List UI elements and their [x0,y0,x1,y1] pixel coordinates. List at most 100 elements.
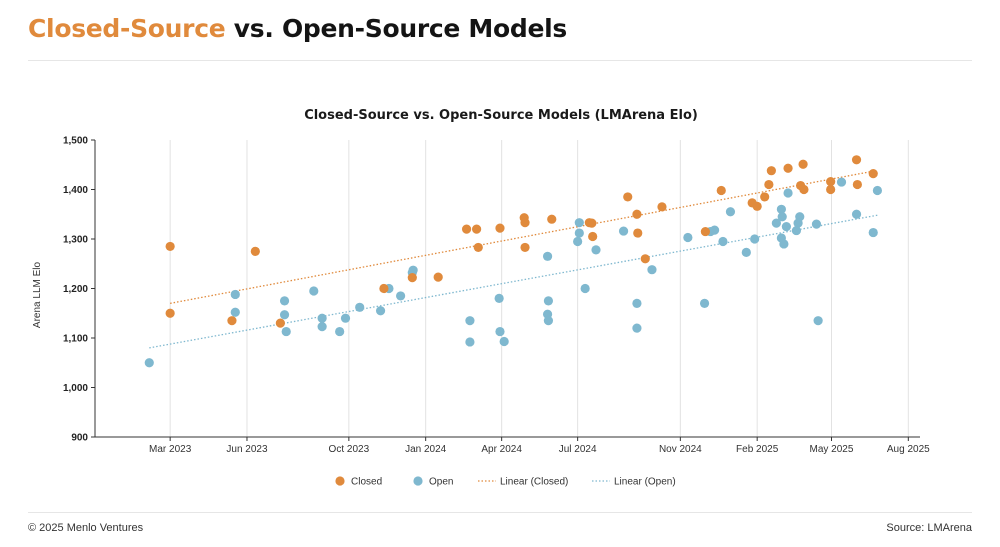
point-closed [657,202,667,212]
point-open [230,307,240,317]
point-open [699,298,710,308]
point-open [776,204,786,214]
point-open [495,326,505,337]
point-open [574,228,584,238]
point-open [836,177,847,187]
point-closed [587,218,597,228]
y-tick-label: 1,300 [63,235,88,246]
point-closed [623,192,633,202]
footer-source: Source: LMArena [886,522,972,534]
point-closed [547,214,557,224]
point-open [647,265,657,275]
legend-linear-open-label: Linear (Open) [614,477,676,488]
point-open [725,207,736,217]
point-closed [472,224,482,234]
point-open [230,289,240,300]
point-closed [633,228,643,238]
page-title-accent: Closed-Source [28,14,226,43]
axes [91,139,920,441]
point-open [279,310,290,320]
point-open [781,222,791,232]
chart-title: Closed-Source vs. Open-Source Models (LM… [304,108,698,123]
point-open [618,226,629,236]
point-closed [520,218,530,228]
point-closed [495,223,505,233]
point-open [317,313,327,323]
data-points [144,155,883,368]
point-open [779,239,789,249]
x-tick-label: Apr 2024 [481,444,522,455]
x-tick-label: Jan 2024 [405,444,447,455]
point-open [281,326,291,337]
point-open [309,286,319,296]
y-tick-label: 1,100 [63,334,88,345]
page-title: Closed-Source vs. Open-Source Models [28,14,567,43]
x-tick-label: Jul 2024 [559,444,597,455]
point-closed [766,166,776,176]
point-closed [852,179,862,190]
legend-open-marker [413,476,423,486]
point-closed [165,308,175,318]
point-open [791,225,802,236]
point-open [777,212,787,222]
point-open [683,232,693,243]
y-axis-label: Arena LLM Elo [32,261,43,328]
point-closed [520,242,530,253]
point-open [574,218,584,228]
y-tick-labels: 900 1,000 1,100 1,200 1,300 1,400 1,500 [63,136,88,444]
footer-divider [28,512,972,513]
point-closed [851,155,862,165]
point-open [709,225,720,235]
y-tick-label: 1,500 [63,136,88,147]
point-closed [632,209,642,219]
point-open [741,247,751,257]
point-closed [700,226,710,237]
point-open [465,337,475,347]
point-closed [588,231,598,242]
point-open [396,291,406,301]
legend-open-label: Open [429,477,453,488]
point-closed [275,318,285,328]
point-open [591,245,601,255]
point-open [279,296,290,306]
point-open [868,227,878,238]
point-open [494,293,504,303]
x-tick-labels: Mar 2023 Jun 2023 Oct 2023 Jan 2024 Apr 2024… [149,444,930,455]
point-closed [640,254,650,264]
point-closed [826,184,836,195]
point-closed [798,159,808,169]
point-closed [760,192,770,202]
x-tick-label: Feb 2025 [736,444,779,455]
legend-closed-marker [335,476,345,486]
point-open [355,302,365,312]
point-open [499,336,509,347]
y-tick-label: 900 [71,433,88,444]
legend: Closed Open Linear (Closed) Linear (Open) [335,476,676,488]
point-open [632,298,642,308]
point-open [543,296,554,306]
point-open [718,236,728,247]
point-closed [461,224,472,234]
y-tick-label: 1,200 [63,284,88,295]
point-closed [227,316,237,326]
point-closed [783,163,793,173]
y-tick-label: 1,400 [63,185,88,196]
point-open [542,251,553,261]
y-tick-label: 1,000 [63,383,88,394]
point-closed [752,201,762,211]
point-open [580,283,590,294]
point-open [851,209,862,219]
x-tick-label: May 2025 [810,444,854,455]
point-open [375,306,386,316]
point-open [144,358,154,368]
point-open [793,218,803,228]
point-closed [868,169,878,179]
point-closed [379,283,389,294]
point-closed [250,246,260,256]
x-tick-label: Jun 2023 [226,444,268,455]
point-open [335,326,345,337]
point-open [771,218,781,228]
footer-copyright: © 2025 Menlo Ventures [28,522,144,534]
point-open [543,316,554,326]
trendline-open [149,214,878,349]
